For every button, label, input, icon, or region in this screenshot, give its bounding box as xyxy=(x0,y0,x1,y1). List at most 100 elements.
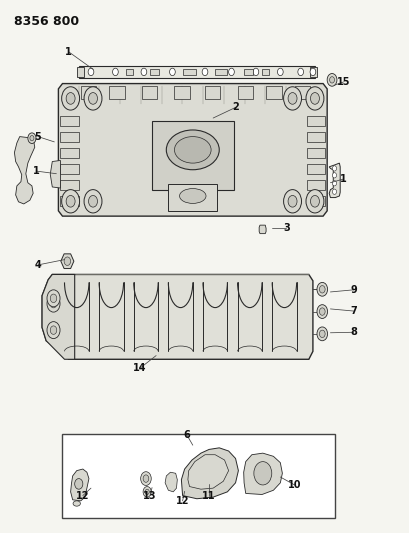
Bar xyxy=(237,86,252,100)
Circle shape xyxy=(332,166,336,171)
Text: 8: 8 xyxy=(349,327,356,337)
Circle shape xyxy=(88,196,97,207)
Circle shape xyxy=(84,87,102,110)
Bar xyxy=(60,180,79,190)
Bar xyxy=(306,196,324,206)
Circle shape xyxy=(253,462,271,485)
Circle shape xyxy=(169,68,175,76)
Polygon shape xyxy=(165,472,177,492)
Circle shape xyxy=(66,196,75,207)
Polygon shape xyxy=(328,163,339,198)
Circle shape xyxy=(305,87,323,110)
Circle shape xyxy=(50,326,56,334)
Text: 6: 6 xyxy=(183,430,190,440)
Circle shape xyxy=(332,181,336,186)
Circle shape xyxy=(143,487,151,497)
Circle shape xyxy=(309,68,315,76)
Text: 1: 1 xyxy=(33,166,39,176)
Circle shape xyxy=(64,257,70,265)
Circle shape xyxy=(316,282,327,296)
Circle shape xyxy=(50,294,56,303)
Circle shape xyxy=(228,68,234,76)
Text: 15: 15 xyxy=(336,77,349,87)
Bar xyxy=(215,69,227,75)
Circle shape xyxy=(310,196,319,207)
Bar xyxy=(306,180,324,190)
Bar xyxy=(150,69,159,75)
Bar xyxy=(306,116,324,126)
Bar xyxy=(60,196,79,206)
Bar xyxy=(152,120,233,190)
Polygon shape xyxy=(42,274,312,359)
Text: 13: 13 xyxy=(143,490,156,500)
Bar xyxy=(60,116,79,126)
Circle shape xyxy=(319,308,324,316)
Bar xyxy=(60,132,79,142)
Polygon shape xyxy=(309,67,316,77)
Text: 12: 12 xyxy=(76,490,89,500)
Ellipse shape xyxy=(174,136,211,163)
Text: 10: 10 xyxy=(287,480,301,490)
Circle shape xyxy=(50,300,56,308)
Bar xyxy=(243,69,252,75)
Ellipse shape xyxy=(166,130,219,169)
Circle shape xyxy=(74,479,83,489)
Circle shape xyxy=(252,68,258,76)
Circle shape xyxy=(66,93,75,104)
Circle shape xyxy=(47,321,60,338)
Bar xyxy=(204,86,220,100)
Circle shape xyxy=(143,475,148,482)
Text: 1: 1 xyxy=(339,174,346,184)
Circle shape xyxy=(319,330,324,337)
Circle shape xyxy=(277,68,283,76)
Circle shape xyxy=(141,68,146,76)
Text: 2: 2 xyxy=(231,102,238,112)
Polygon shape xyxy=(79,66,314,78)
Circle shape xyxy=(332,173,336,178)
Polygon shape xyxy=(70,469,89,501)
Circle shape xyxy=(316,327,327,341)
Bar xyxy=(125,69,133,75)
Polygon shape xyxy=(76,67,83,77)
Bar xyxy=(265,86,281,100)
Circle shape xyxy=(145,489,149,495)
Circle shape xyxy=(310,93,319,104)
Polygon shape xyxy=(61,254,74,269)
Polygon shape xyxy=(181,448,238,499)
Bar xyxy=(174,86,189,100)
Bar xyxy=(306,148,324,158)
Polygon shape xyxy=(50,160,60,188)
Circle shape xyxy=(283,87,301,110)
Bar xyxy=(81,86,96,100)
Circle shape xyxy=(329,77,334,83)
Circle shape xyxy=(283,190,301,213)
Bar xyxy=(109,86,124,100)
Circle shape xyxy=(140,472,151,486)
Polygon shape xyxy=(42,274,74,359)
Text: 3: 3 xyxy=(282,223,289,233)
Circle shape xyxy=(326,74,336,86)
Bar xyxy=(306,164,324,174)
Circle shape xyxy=(30,135,34,141)
Text: 4: 4 xyxy=(35,260,41,270)
Text: 11: 11 xyxy=(202,490,215,500)
Circle shape xyxy=(288,93,296,104)
Text: 8356 800: 8356 800 xyxy=(13,14,79,28)
Text: 1: 1 xyxy=(65,47,72,56)
Circle shape xyxy=(319,286,324,293)
Bar xyxy=(62,433,335,519)
Circle shape xyxy=(61,87,79,110)
Bar xyxy=(60,164,79,174)
Circle shape xyxy=(88,93,97,104)
Text: 5: 5 xyxy=(35,132,41,142)
Circle shape xyxy=(88,68,94,76)
Circle shape xyxy=(112,68,118,76)
Text: 9: 9 xyxy=(349,285,356,295)
Ellipse shape xyxy=(179,189,205,204)
Circle shape xyxy=(305,190,323,213)
Circle shape xyxy=(288,196,296,207)
Bar xyxy=(60,148,79,158)
Circle shape xyxy=(332,189,336,195)
Circle shape xyxy=(202,68,207,76)
Circle shape xyxy=(47,290,60,307)
